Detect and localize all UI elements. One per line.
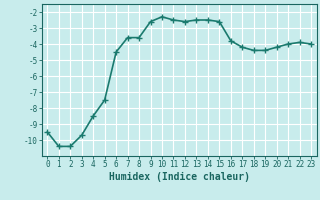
X-axis label: Humidex (Indice chaleur): Humidex (Indice chaleur) xyxy=(109,172,250,182)
